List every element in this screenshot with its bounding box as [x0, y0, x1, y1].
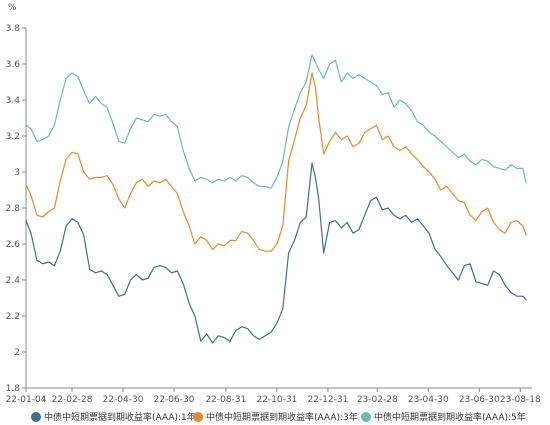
y-ticks: 1.8 2 2.2 2.4 2.6 2.8 3 3.2 3.4 3.6 3.8 — [6, 24, 26, 394]
legend-label: 中债中短期票据到期收益率(AAA):3年 — [206, 411, 358, 423]
y-tick-label: 3 — [14, 168, 20, 178]
series-line-2 — [25, 72, 527, 252]
x-tick-label: 22-04-30 — [103, 395, 144, 405]
x-tick-label: 23-02-28 — [357, 395, 398, 405]
legend-item-1[interactable]: 中债中短期票据到期收益率(AAA):1年 — [31, 411, 196, 423]
x-tick-label: 22-02-28 — [52, 395, 93, 405]
x-tick-label: 22-12-31 — [307, 395, 348, 405]
legend-marker — [31, 412, 41, 422]
x-tick-label: 22-08-31 — [205, 395, 246, 405]
legend-label: 中债中短期票据到期收益率(AAA):5年 — [374, 411, 526, 423]
y-tick-label: 3.8 — [6, 24, 21, 34]
x-tick-label: 23-04-30 — [408, 395, 449, 405]
y-tick-label: 3.2 — [6, 132, 20, 142]
y-axis-unit-label: % — [8, 3, 17, 13]
x-tick-label: 22-01-04 — [6, 395, 47, 405]
legend-marker — [361, 412, 371, 422]
series-line-3 — [25, 54, 527, 189]
legend-item-3[interactable]: 中债中短期票据到期收益率(AAA):5年 — [361, 411, 526, 423]
legend-label: 中债中短期票据到期收益率(AAA):1年 — [44, 411, 196, 423]
y-tick-label: 1.8 — [6, 384, 21, 394]
legend-marker — [193, 412, 203, 422]
legend: 中债中短期票据到期收益率(AAA):1年 中债中短期票据到期收益率(AAA):3年… — [31, 411, 526, 423]
series-lines — [25, 54, 527, 344]
y-tick-label: 3.4 — [6, 96, 21, 106]
x-tick-label: 22-06-30 — [154, 395, 195, 405]
axes — [25, 28, 532, 389]
x-tick-label: 23-08-18 — [500, 395, 541, 405]
y-tick-label: 2.6 — [6, 240, 21, 250]
y-tick-label: 2.4 — [6, 276, 21, 286]
y-tick-label: 3.6 — [6, 60, 21, 70]
legend-item-2[interactable]: 中债中短期票据到期收益率(AAA):3年 — [193, 411, 358, 423]
x-tick-label: 22-10-31 — [256, 395, 297, 405]
y-tick-label: 2 — [14, 348, 20, 358]
y-tick-label: 2.8 — [6, 204, 21, 214]
x-tick-label: 23-06-30 — [459, 395, 500, 405]
y-tick-label: 2.2 — [6, 312, 20, 322]
series-line-1 — [25, 162, 527, 344]
x-ticks: 22-01-04 22-02-28 22-04-30 22-06-30 22-08-31… — [6, 388, 541, 405]
